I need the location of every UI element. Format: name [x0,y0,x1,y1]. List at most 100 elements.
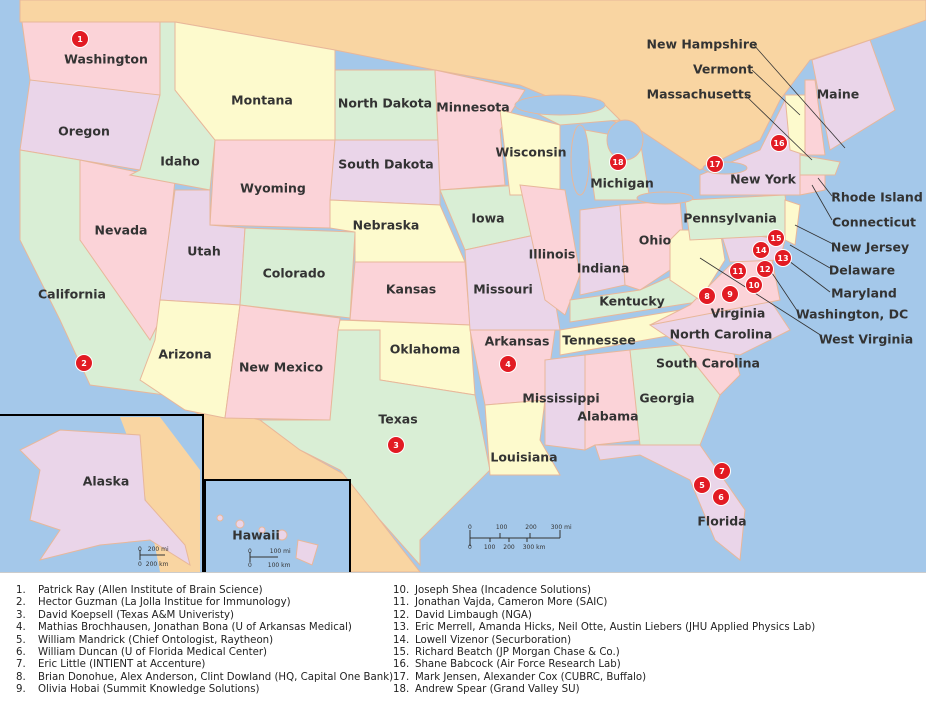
legend-text: Joseph Shea (Incadence Solutions) [415,585,592,596]
legend-text: Olivia Hobai (Summit Knowledge Solutions… [38,684,260,696]
scale-alaska-mi: 0 200 mi [138,546,169,553]
state-label: Nevada [94,222,148,238]
state-label: Kentucky [599,293,665,309]
legend-text: Mark Jensen, Alexander Cox (CUBRC, Buffa… [415,671,647,683]
state-label: Colorado [262,265,326,281]
scale-hawaii-mi: 0 100 mi [248,548,291,555]
location-marker[interactable]: 12 [756,260,774,278]
scale-main-mi: 0 100 200 300 mi [468,524,572,531]
state-label: Delaware [828,262,896,278]
state-label: Illinois [528,246,576,262]
legend-text: David Koepsell (Texas A&M Univeristy) [38,609,234,621]
legend-item: 16. Shane Babcock (Air Force Research Lab… [393,659,815,671]
location-marker[interactable]: 16 [770,134,788,152]
location-marker[interactable]: 3 [387,436,405,454]
location-marker[interactable]: 18 [609,153,627,171]
location-marker[interactable]: 14 [752,241,770,259]
legend-item: 14. Lowell Vizenor (Securboration) [393,635,815,647]
state-label: Arizona [158,346,212,362]
legend-item: 17. Mark Jensen, Alexander Cox (CUBRC, Bu… [393,672,815,684]
location-marker[interactable]: 10 [745,276,763,294]
location-marker[interactable]: 6 [712,488,730,506]
legend-item: 9. Olivia Hobai (Summit Knowledge Solutio… [16,684,393,696]
state-label: Pennsylvania [683,210,777,226]
legend-text: Hector Guzman (La Jolla Institue for Imm… [38,597,291,609]
location-marker[interactable]: 2 [75,354,93,372]
state-label: Nebraska [352,217,420,233]
location-marker[interactable]: 1 [71,30,89,48]
location-marker[interactable]: 5 [693,476,711,494]
state-label: Florida [697,513,747,529]
legend-column-2: 10. Joseph Shea (Incadence Solutions) 11. J… [393,585,815,697]
location-marker[interactable]: 13 [774,249,792,267]
state-label: Maine [816,86,860,102]
state-massachusetts [799,154,841,176]
legend-text: Eric Little (INTIENT at Accenture) [38,659,206,671]
location-marker[interactable]: 17 [706,155,724,173]
state-label: Massachusetts [646,86,752,102]
legend-item: 2. Hector Guzman (La Jolla Institue for I… [16,597,393,609]
legend-text: Richard Beatch (JP Morgan Chase & Co.) [415,647,620,659]
legend-text: Patrick Ray (Allen Institute of Brain Sc… [38,585,263,596]
scale-alaska-km: 0 200 km [138,561,169,568]
state-label: West Virginia [818,331,914,347]
location-marker[interactable]: 9 [721,285,739,303]
state-label: Indiana [576,260,630,276]
state-label: Utah [187,243,221,259]
state-label: Wisconsin [495,144,567,160]
scale-main-km: 0 100 200 300 km [468,544,546,551]
legend-number: 7. [16,659,26,671]
state-maine [811,39,896,151]
location-marker[interactable]: 11 [729,262,747,280]
state-label: Texas [378,411,418,427]
legend-number: 2. [16,597,26,609]
legend-number: 16. [393,659,410,671]
location-marker[interactable]: 7 [713,462,731,480]
location-marker[interactable]: 15 [767,229,785,247]
lake-superior [514,94,606,116]
state-label: Kansas [385,281,437,297]
state-virginia [649,249,781,326]
legend-text: Shane Babcock (Air Force Research Lab) [415,659,621,671]
state-label: South Carolina [656,355,760,371]
state-label: New York [730,171,796,187]
location-marker[interactable]: 4 [499,355,517,373]
state-south-dakota [329,139,441,206]
state-label: North Dakota [337,95,433,111]
legend-text: Jonathan Vajda, Cameron More (SAIC) [415,597,608,609]
legend-text: David Limbaugh (NGA) [415,609,532,621]
legend-text: Lowell Vizenor (Securboration) [415,634,572,646]
state-label: Alaska [82,473,130,489]
legend-item: 11. Jonathan Vajda, Cameron More (SAIC) [393,597,815,609]
legend-item: 6. William Duncan (U of Florida Medical C… [16,647,393,659]
lake-erie [636,191,694,205]
state-label: Hawaii [232,527,280,543]
legend-item: 4. Mathias Brochhausen, Jonathan Bona (U … [16,622,393,634]
state-label: Oklahoma [389,341,461,357]
state-label: Montana [231,92,293,108]
state-label: Arkansas [484,333,550,349]
state-alabama [584,349,641,451]
legend: 1. Patrick Ray (Allen Institute of Brain … [0,572,926,717]
state-label: Missouri [473,281,533,297]
state-connecticut [799,174,826,196]
legend-text: Mathias Brochhausen, Jonathan Bona (U of… [38,622,352,634]
legend-item: 1. Patrick Ray (Allen Institute of Brain … [16,585,393,597]
state-label: Washington, DC [795,306,909,322]
state-label: New Hampshire [646,36,758,52]
state-indiana [579,204,626,296]
location-marker[interactable]: 8 [698,287,716,305]
state-label: Maryland [831,285,897,301]
state-label: New Mexico [238,359,324,375]
legend-number: 8. [16,671,26,683]
legend-number: 4. [16,622,26,634]
legend-number: 3. [16,609,26,621]
legend-item: 13. Eric Merrell, Amanda Hicks, Neil Otte… [393,622,815,634]
legend-number: 5. [16,634,26,646]
state-label: Mississippi [522,390,600,406]
legend-item: 3. David Koepsell (Texas A&M Univeristy) [16,610,393,622]
state-label: Alabama [577,408,639,424]
map-shapes [0,0,926,572]
legend-number: 17. [393,671,410,683]
legend-item: 7. Eric Little (INTIENT at Accenture) [16,659,393,671]
